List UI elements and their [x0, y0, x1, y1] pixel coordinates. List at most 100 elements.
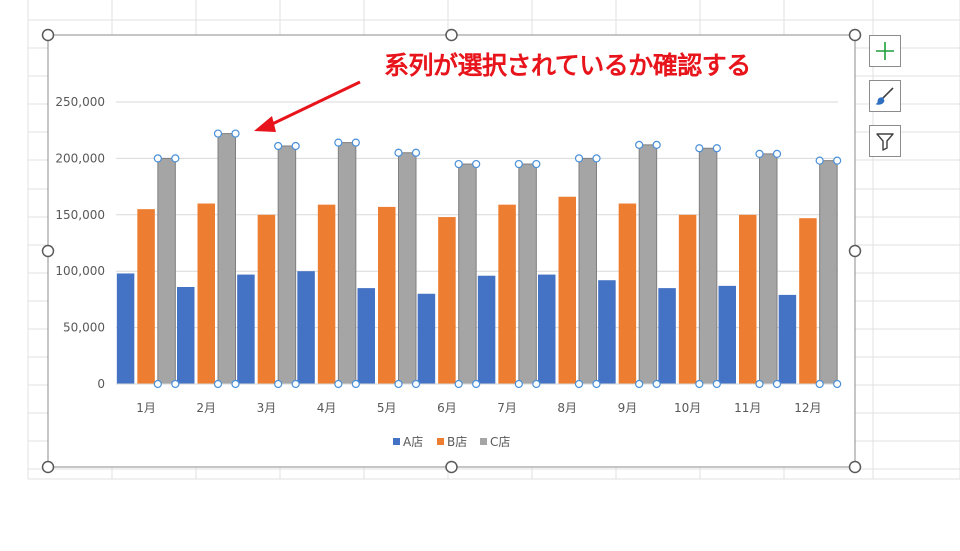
bar-B店-12月[interactable] — [799, 218, 817, 384]
bar-A店-6月[interactable] — [417, 293, 436, 384]
bar-A店-1月[interactable] — [116, 273, 135, 384]
selection-handle[interactable] — [592, 154, 601, 163]
bar-A店-9月[interactable] — [598, 280, 616, 384]
bar-B店-6月[interactable] — [438, 217, 456, 384]
selection-handle[interactable] — [592, 379, 601, 389]
bar-C店-12月[interactable] — [819, 160, 838, 385]
selection-handle[interactable] — [394, 148, 403, 157]
selection-handle[interactable] — [472, 379, 481, 389]
selection-handle[interactable] — [411, 148, 421, 157]
resize-handle[interactable] — [848, 244, 862, 258]
bar-A店-7月[interactable] — [477, 275, 496, 384]
bar-B店-11月[interactable] — [739, 214, 757, 384]
selection-handle[interactable] — [815, 379, 824, 389]
selection-handle[interactable] — [394, 379, 403, 389]
selection-handle[interactable] — [695, 144, 704, 153]
legend-label[interactable]: B店 — [447, 435, 467, 449]
bar-C店-1月[interactable] — [157, 157, 176, 385]
selection-handle[interactable] — [574, 154, 584, 163]
bar-A店-8月[interactable] — [538, 274, 556, 384]
bar-C店-7月[interactable] — [518, 163, 537, 385]
selection-handle[interactable] — [291, 379, 300, 389]
selection-handle[interactable] — [833, 379, 842, 389]
chart-filters-button[interactable] — [869, 125, 901, 157]
selection-handle[interactable] — [213, 129, 223, 138]
bar-C店-11月[interactable] — [759, 153, 778, 385]
resize-handle[interactable] — [41, 28, 55, 42]
selection-handle[interactable] — [532, 379, 541, 389]
bar-C店-3月[interactable] — [277, 145, 297, 385]
bar-C店-5月[interactable] — [398, 152, 417, 385]
selection-handle[interactable] — [755, 379, 764, 389]
bar-B店-7月[interactable] — [498, 204, 516, 384]
selection-handle[interactable] — [772, 149, 782, 158]
chart-legend[interactable]: A店 B店 C店 — [393, 435, 510, 449]
bar-A店-5月[interactable] — [357, 288, 376, 384]
selection-handle[interactable] — [411, 379, 421, 389]
selection-handle[interactable] — [231, 379, 240, 389]
bar-C店-2月[interactable] — [217, 133, 236, 385]
bar-A店-10月[interactable] — [658, 288, 676, 384]
resize-handle[interactable] — [848, 460, 862, 474]
bar-B店-10月[interactable] — [678, 214, 697, 384]
bar-C店-9月[interactable] — [638, 144, 658, 385]
selection-handle[interactable] — [635, 140, 644, 149]
bar-A店-4月[interactable] — [297, 271, 315, 384]
selection-handle[interactable] — [833, 156, 842, 165]
selection-handle[interactable] — [652, 140, 661, 149]
chart-elements-button[interactable] — [869, 35, 901, 67]
bar-B店-1月[interactable] — [137, 209, 155, 384]
bar-C店-6月[interactable] — [458, 163, 477, 385]
bar-B店-2月[interactable] — [197, 203, 216, 384]
bar-C店-4月[interactable] — [337, 142, 357, 385]
selection-handle[interactable] — [351, 379, 360, 389]
selection-handle[interactable] — [231, 129, 240, 138]
selection-handle[interactable] — [334, 379, 343, 389]
selection-handle[interactable] — [574, 379, 584, 389]
selection-handle[interactable] — [514, 159, 523, 169]
legend-label[interactable]: C店 — [490, 435, 510, 449]
bar-C店-8月[interactable] — [578, 157, 597, 385]
selection-handle[interactable] — [153, 379, 162, 389]
resize-handle[interactable] — [445, 28, 458, 42]
bar-A店-11月[interactable] — [718, 285, 737, 384]
bar-A店-2月[interactable] — [177, 286, 195, 384]
selection-handle[interactable] — [274, 141, 283, 151]
resize-handle[interactable] — [848, 28, 862, 42]
bar-C店-10月[interactable] — [698, 147, 718, 385]
selection-handle[interactable] — [755, 149, 764, 158]
selection-handle[interactable] — [213, 379, 223, 389]
selection-handle[interactable] — [695, 379, 704, 389]
selection-handle[interactable] — [171, 154, 180, 163]
bar-B店-3月[interactable] — [257, 214, 276, 384]
resize-handle[interactable] — [445, 460, 458, 474]
bar-B店-9月[interactable] — [618, 203, 637, 384]
selection-handle[interactable] — [472, 159, 481, 169]
series-selection-handles[interactable] — [153, 129, 842, 389]
chart-resize-handles[interactable] — [41, 28, 862, 474]
resize-handle[interactable] — [41, 244, 55, 258]
legend-label[interactable]: A店 — [403, 435, 423, 449]
selection-handle[interactable] — [454, 159, 463, 169]
bar-A店-12月[interactable] — [778, 294, 797, 384]
selection-handle[interactable] — [171, 379, 180, 389]
selection-handle[interactable] — [635, 379, 644, 389]
selection-handle[interactable] — [291, 141, 300, 151]
chart-bars[interactable] — [116, 133, 838, 385]
selection-handle[interactable] — [815, 156, 824, 165]
selection-handle[interactable] — [772, 379, 782, 389]
chart-styles-button[interactable] — [869, 80, 901, 112]
selection-handle[interactable] — [334, 138, 343, 147]
selection-handle[interactable] — [274, 379, 283, 389]
selection-handle[interactable] — [712, 144, 721, 153]
selection-handle[interactable] — [652, 379, 661, 389]
selection-handle[interactable] — [712, 379, 721, 389]
selection-handle[interactable] — [454, 379, 463, 389]
bar-B店-4月[interactable] — [317, 204, 336, 384]
selection-handle[interactable] — [532, 159, 541, 169]
bar-A店-3月[interactable] — [237, 274, 255, 384]
selection-handle[interactable] — [153, 154, 162, 163]
selection-handle[interactable] — [514, 379, 523, 389]
bar-B店-8月[interactable] — [558, 196, 577, 384]
